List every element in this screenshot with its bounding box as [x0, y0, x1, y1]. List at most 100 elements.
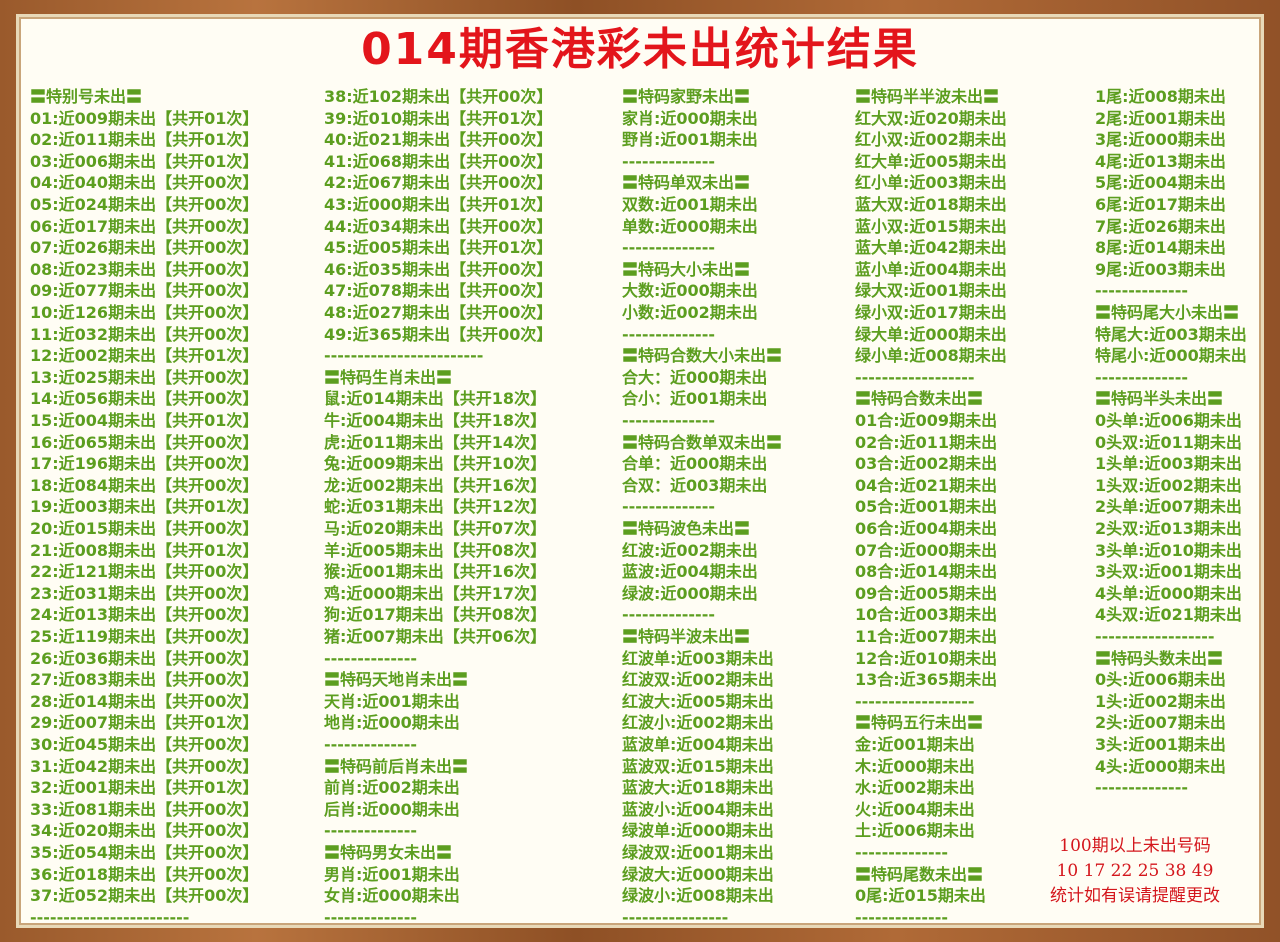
stat-line: 10:近126期未出【共开00次】: [30, 303, 259, 322]
stat-line: 01合:近009期未出: [855, 411, 998, 430]
stat-line: 12合:近010期未出: [855, 648, 998, 668]
stat-line: 47:近078期未出【共开00次】: [324, 281, 553, 301]
stat-line: 蓝波单:近004期未出: [622, 735, 774, 754]
stat-line: 猴:近001期未出【共开16次】: [324, 562, 547, 582]
stat-line: 〓特码尾大小未出〓: [1095, 303, 1240, 322]
stat-line: --------------: [1095, 281, 1188, 301]
page-panel: [16, 14, 1264, 928]
stat-line: 蛇:近031期未出【共开12次】: [324, 497, 547, 517]
stat-line: 22:近121期未出【共开00次】: [30, 562, 259, 582]
stat-line: 31:近042期未出【共开00次】: [30, 756, 259, 776]
stat-line: --------------: [622, 497, 715, 517]
stat-line: 04:近040期未出【共开00次】: [30, 173, 259, 193]
stat-line: --------------: [622, 605, 715, 625]
stat-line: 6尾:近017期未出: [1095, 195, 1226, 214]
note-line: 10 17 22 25 38 49: [1056, 861, 1214, 881]
stat-line: 蓝波:近004期未出: [622, 562, 758, 582]
stat-line: 特尾小:近000期未出: [1095, 346, 1247, 366]
stat-line: 〓特别号未出〓: [30, 87, 143, 106]
stat-line: 37:近052期未出【共开00次】: [30, 886, 259, 906]
stat-line: 〓特码五行未出〓: [855, 713, 984, 733]
stat-line: 2头双:近013期未出: [1095, 519, 1242, 538]
stat-line: 虎:近011期未出【共开14次】: [324, 432, 547, 452]
stat-line: 红波双:近002期未出: [622, 670, 774, 690]
stat-line: 10合:近003期未出: [855, 605, 998, 625]
stat-line: 火:近004期未出: [855, 799, 975, 819]
stat-line: --------------: [1095, 778, 1188, 798]
stat-line: 木:近000期未出: [855, 756, 975, 776]
stat-line: 5尾:近004期未出: [1095, 173, 1226, 193]
stat-line: 13合:近365期未出: [855, 670, 998, 690]
stat-line: 32:近001期未出【共开01次】: [30, 778, 259, 798]
stat-line: 08:近023期未出【共开00次】: [30, 259, 259, 279]
stat-line: 单数:近000期未出: [622, 216, 758, 236]
stat-line: 25:近119期未出【共开00次】: [30, 627, 259, 646]
stat-line: --------------: [324, 907, 417, 927]
stat-line: 3尾:近000期未出: [1095, 130, 1226, 150]
stat-line: 水:近002期未出: [855, 778, 975, 798]
stat-line: 18:近084期未出【共开00次】: [30, 475, 259, 495]
stat-line: 33:近081期未出【共开00次】: [30, 799, 259, 819]
stat-line: 21:近008期未出【共开01次】: [30, 540, 259, 560]
stat-line: 合双：近003期未出: [622, 475, 768, 495]
stat-line: 30:近045期未出【共开00次】: [30, 735, 259, 754]
stat-line: 2头:近007期未出: [1095, 713, 1226, 733]
stat-line: 后肖:近000期未出: [324, 799, 460, 819]
stat-line: --------------: [622, 151, 715, 171]
stat-line: 蓝波大:近018期未出: [622, 778, 774, 798]
stat-line: 红小双:近002期未出: [855, 130, 1007, 150]
stat-line: 〓特码波色未出〓: [622, 519, 751, 538]
stat-line: 7尾:近026期未出: [1095, 216, 1226, 236]
stat-line: 前肖:近002期未出: [324, 778, 460, 798]
stat-line: 合大：近000期未出: [622, 367, 768, 387]
stat-line: 小数:近002期未出: [622, 303, 758, 322]
stat-line: 蓝波双:近015期未出: [622, 756, 774, 776]
stat-line: 〓特码男女未出〓: [324, 843, 453, 862]
stat-line: 〓特码单双未出〓: [622, 173, 751, 193]
stat-line: 05合:近001期未出: [855, 497, 998, 517]
stat-line: 11合:近007期未出: [855, 627, 998, 646]
stat-line: 蓝小双:近015期未出: [855, 216, 1007, 236]
stat-line: 02:近011期未出【共开01次】: [30, 130, 259, 150]
stat-line: 28:近014期未出【共开00次】: [30, 691, 259, 711]
stat-line: 3头:近001期未出: [1095, 735, 1226, 754]
stat-line: 8尾:近014期未出: [1095, 238, 1226, 258]
stat-line: 红大双:近020期未出: [855, 108, 1007, 128]
stat-line: 红波大:近005期未出: [622, 691, 774, 711]
stat-line: 绿波大:近000期未出: [622, 864, 774, 884]
stat-line: 46:近035期未出【共开00次】: [324, 259, 553, 279]
stat-line: 双数:近001期未出: [622, 195, 758, 214]
stat-line: 〓特码合数未出〓: [855, 389, 984, 409]
stat-line: 〓特码头数未出〓: [1095, 648, 1224, 668]
stat-line: 24:近013期未出【共开00次】: [30, 605, 259, 625]
stat-line: 绿小双:近017期未出: [855, 303, 1007, 322]
stat-line: 家肖:近000期未出: [622, 108, 758, 128]
stat-line: 绿波双:近001期未出: [622, 843, 774, 862]
stat-line: 龙:近002期未出【共开16次】: [324, 475, 547, 495]
stat-line: 〓特码前后肖未出〓: [324, 756, 469, 776]
stat-line: 〓特码半波未出〓: [622, 627, 751, 646]
stat-line: 04合:近021期未出: [855, 475, 998, 495]
stat-line: 2尾:近001期未出: [1095, 108, 1226, 128]
stat-line: 45:近005期未出【共开01次】: [324, 238, 553, 258]
stat-line: 鼠:近014期未出【共开18次】: [324, 389, 547, 409]
note-line: 100期以上未出号码: [1059, 836, 1211, 856]
stat-line: 金:近001期未出: [855, 735, 975, 754]
stat-line: 15:近004期未出【共开01次】: [30, 411, 259, 430]
stat-line: 36:近018期未出【共开00次】: [30, 864, 259, 884]
stat-line: 1头单:近003期未出: [1095, 454, 1242, 474]
stat-line: 0头单:近006期未出: [1095, 411, 1242, 430]
stat-line: 03:近006期未出【共开01次】: [30, 151, 259, 171]
stat-line: 42:近067期未出【共开00次】: [324, 173, 553, 193]
stat-line: 狗:近017期未出【共开08次】: [324, 605, 547, 625]
stat-line: 09合:近005期未出: [855, 583, 998, 603]
stat-line: 06:近017期未出【共开00次】: [30, 216, 259, 236]
stat-line: 35:近054期未出【共开00次】: [30, 843, 259, 862]
stat-line: --------------: [1095, 367, 1188, 387]
stat-line: 〓特码天地肖未出〓: [324, 670, 469, 690]
stat-line: 特尾大:近003期未出: [1095, 324, 1247, 344]
stat-line: 41:近068期未出【共开00次】: [324, 151, 553, 171]
stat-line: 08合:近014期未出: [855, 562, 998, 582]
stat-line: 女肖:近000期未出: [324, 886, 460, 906]
